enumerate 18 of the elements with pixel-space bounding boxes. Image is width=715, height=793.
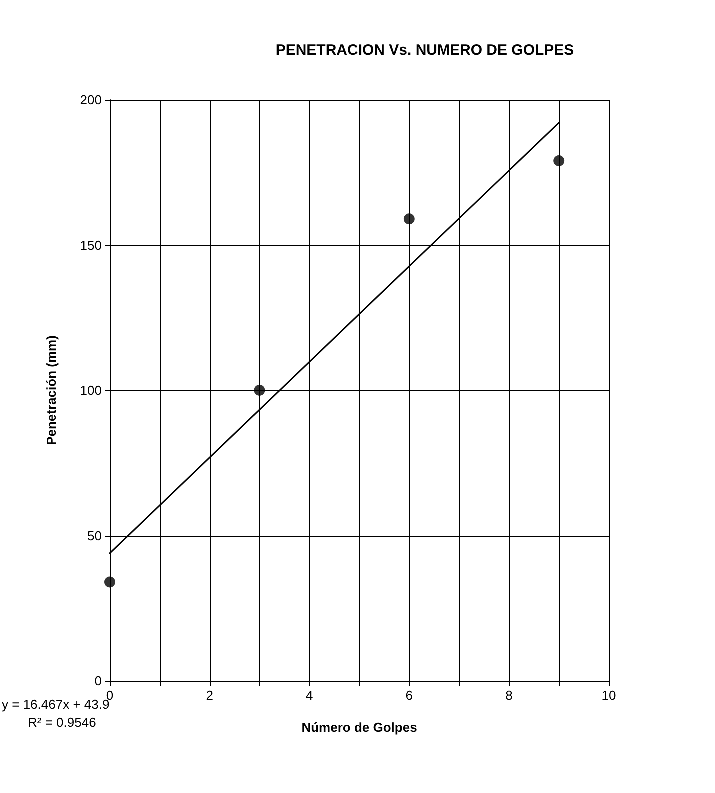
y-axis-title: Penetración (mm): [44, 336, 59, 446]
x-tick-label: 10: [602, 688, 616, 703]
x-tick-label: 8: [506, 688, 513, 703]
y-tick-label: 0: [94, 674, 102, 688]
y-tick-label: 150: [80, 238, 102, 253]
point: [254, 385, 266, 396]
x-tick-label: 2: [206, 688, 214, 703]
point: [554, 156, 565, 166]
y-tick-label: 50: [88, 528, 102, 544]
chart-title: PENETRACION Vs. NUMERO DE GOLPES: [276, 42, 574, 59]
y-tick-label: 200: [80, 92, 102, 108]
x-axis-title: Número de Golpes: [302, 720, 418, 735]
point: [104, 576, 116, 588]
text: R² = 0.9546: [28, 715, 96, 730]
y-tick-label: 100: [80, 383, 102, 398]
x-tick-label: 4: [306, 688, 314, 703]
x-tick-label: 6: [406, 688, 414, 703]
point: [404, 214, 415, 225]
